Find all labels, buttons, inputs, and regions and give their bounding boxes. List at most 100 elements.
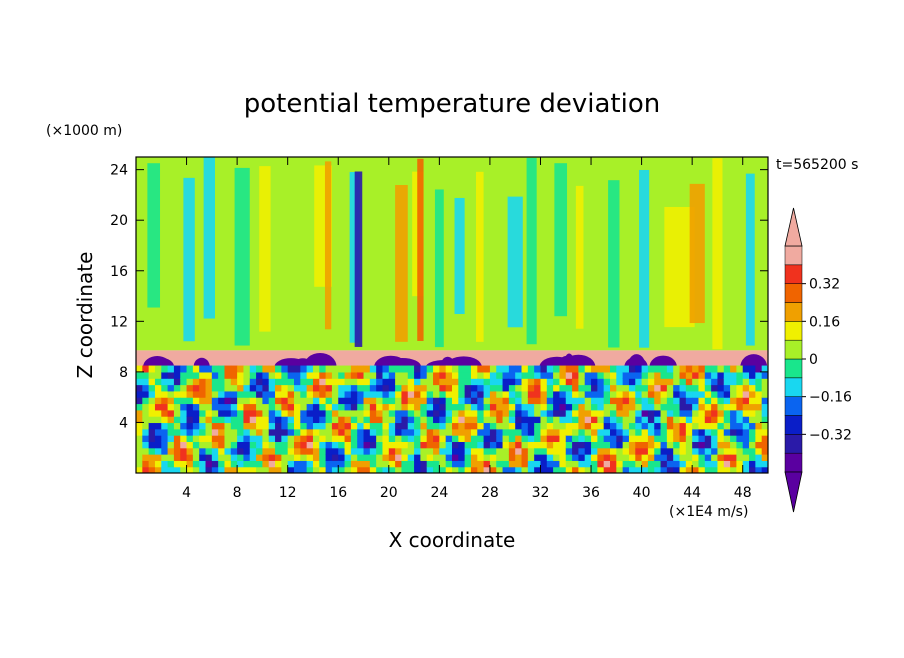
field-cell [654, 365, 662, 373]
field-cell [382, 403, 390, 411]
field-cell [755, 435, 763, 442]
field-cell [477, 403, 485, 411]
field-cell [388, 416, 396, 424]
field-cell [237, 428, 245, 436]
field-cell [515, 428, 523, 436]
field-cell [287, 416, 295, 424]
colorbar-segment [784, 452, 803, 473]
field-cell [350, 422, 358, 430]
field-cell [489, 390, 497, 398]
field-cell [717, 409, 725, 417]
field-cell [584, 365, 592, 373]
field-cell [199, 416, 207, 424]
field-cell [414, 435, 421, 442]
field-cell [616, 397, 624, 405]
field-cell [433, 422, 440, 430]
field-cell [445, 403, 453, 411]
field-cell [369, 416, 377, 424]
field-cell [464, 403, 472, 411]
field-cell [350, 371, 358, 379]
field-cell [502, 428, 510, 436]
field-cell [256, 435, 263, 442]
x-tick-label: 36 [582, 485, 600, 501]
field-cell [502, 384, 510, 392]
field-cell [281, 441, 289, 449]
field-cell [477, 409, 485, 417]
field-cell [464, 384, 472, 392]
field-cell [275, 447, 282, 455]
field-cell [382, 447, 390, 455]
colorbar-segment [784, 377, 803, 397]
field-cell [742, 466, 750, 473]
field-cell [426, 365, 434, 373]
field-cell [711, 454, 719, 461]
field-cell [635, 466, 643, 473]
field-cell [192, 435, 200, 442]
field-cell [186, 466, 194, 473]
field-cell [458, 466, 466, 473]
field-cell [363, 454, 371, 461]
field-cell [584, 435, 592, 442]
field-cell [458, 409, 466, 417]
field-cell [363, 371, 371, 379]
field-streak [434, 189, 444, 348]
field-cell [275, 416, 282, 424]
field-cell [489, 447, 497, 455]
field-cell [597, 403, 605, 411]
field-cell [199, 371, 207, 379]
field-cell [647, 371, 655, 379]
field-cell [407, 460, 415, 468]
field-cell [363, 460, 371, 468]
field-cell [180, 454, 188, 461]
field-cell [281, 409, 289, 417]
field-cell [136, 428, 143, 436]
field-cell [641, 390, 649, 398]
field-cell [401, 384, 409, 392]
field-cell [344, 466, 352, 473]
field-cell [433, 428, 440, 436]
field-cell [704, 466, 712, 473]
field-cell [673, 390, 681, 398]
field-cell [572, 441, 579, 449]
field-cell [761, 435, 768, 442]
field-cell [540, 447, 548, 455]
field-cell [660, 409, 668, 417]
field-cell [761, 397, 768, 405]
field-cell [205, 409, 213, 417]
field-cell [622, 422, 630, 430]
field-cell [407, 422, 415, 430]
field-cell [704, 422, 712, 430]
field-cell [597, 409, 605, 417]
field-cell [312, 384, 320, 392]
field-cell [306, 422, 314, 430]
field-cell [148, 365, 156, 373]
field-cell [654, 390, 662, 398]
field-cell [312, 397, 320, 405]
field-cell [414, 365, 421, 373]
field-cell [407, 447, 415, 455]
field-cell [540, 409, 548, 417]
field-cell [692, 428, 700, 436]
field-cell [673, 428, 681, 436]
field-cell [268, 447, 276, 455]
field-cell [224, 454, 232, 461]
field-cell [268, 428, 276, 436]
colorbar-segment [784, 358, 803, 379]
field-cell [401, 390, 409, 398]
field-cell [243, 447, 251, 455]
field-cell [755, 403, 763, 411]
field-cell [704, 403, 712, 411]
field-cell [376, 397, 384, 405]
field-cell [312, 378, 320, 386]
field-cell [628, 365, 636, 373]
field-cell [154, 441, 162, 449]
field-cell [407, 441, 415, 449]
field-cell [622, 435, 630, 442]
field-cell [426, 422, 434, 430]
field-cell [186, 441, 194, 449]
field-cell [584, 422, 592, 430]
field-cell [736, 384, 744, 392]
field-cell [262, 397, 270, 405]
field-cell [704, 384, 712, 392]
field-cell [148, 441, 156, 449]
